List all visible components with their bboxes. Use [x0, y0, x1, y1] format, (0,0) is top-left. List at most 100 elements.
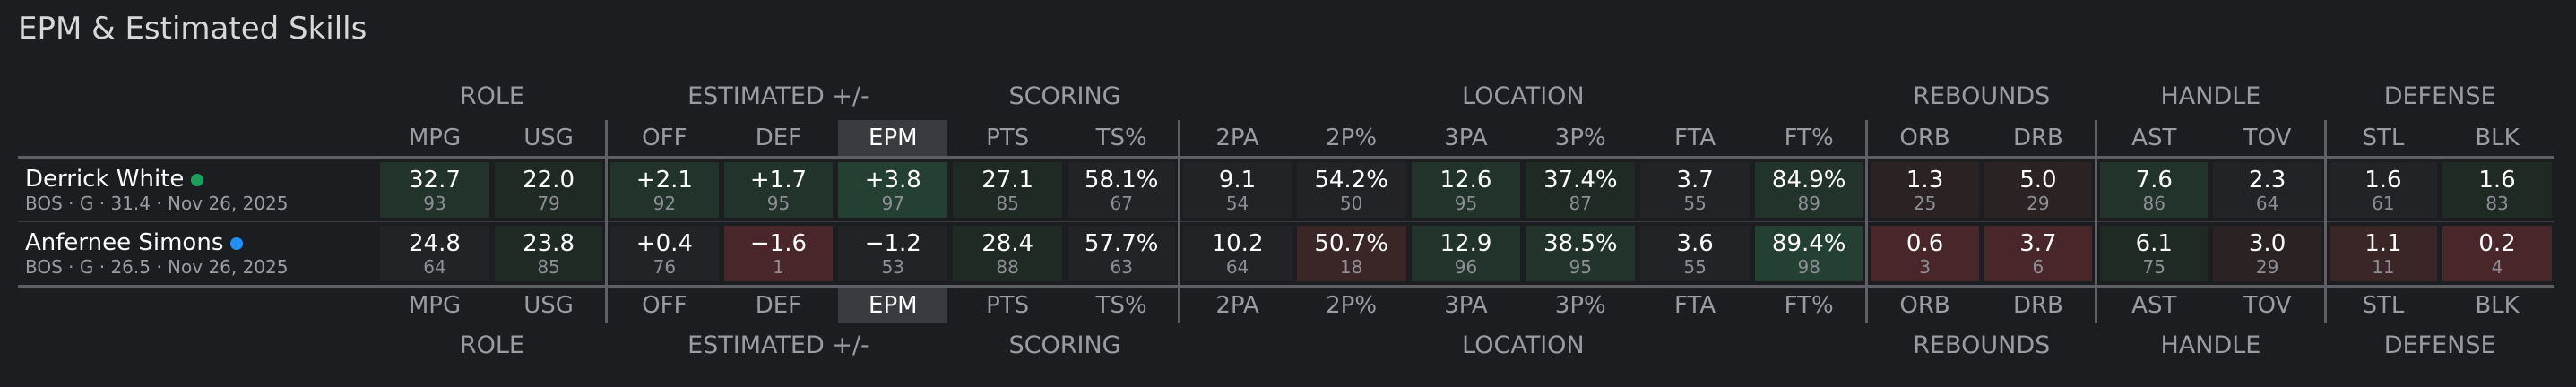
- col-usg[interactable]: USG: [491, 285, 607, 323]
- col-fta[interactable]: FTA: [1638, 285, 1753, 323]
- group-defense: DEFENSE: [2383, 331, 2496, 359]
- stat-cell-usg: 23.8 85: [492, 222, 607, 287]
- col-ft-pct[interactable]: FT%: [1752, 120, 1867, 159]
- stat-cell-mpg: 32.7 93: [377, 157, 492, 222]
- stat-cell-off: +0.4 76: [605, 221, 722, 287]
- player-color-dot-icon: [191, 173, 204, 186]
- stat-cell-def: −1.6 1: [722, 222, 836, 287]
- group-scoring: SCORING: [1008, 82, 1121, 110]
- group-header-row-bottom: ROLE ESTIMATED +/- SCORING LOCATION REBO…: [18, 323, 2554, 366]
- stat-cell-fta: 3.7 55: [1638, 157, 1753, 222]
- col-2p-pct[interactable]: 2P%: [1293, 120, 1409, 159]
- stat-cell-stl: 1.6 61: [2323, 157, 2441, 222]
- stat-cell-tov: 3.0 29: [2210, 222, 2325, 287]
- stat-cell-epm: +3.8 97: [835, 157, 951, 222]
- stat-cell-ft-pct: 89.4% 98: [1752, 222, 1867, 287]
- stat-cell-2p-pct: 54.2% 50: [1293, 157, 1409, 222]
- stat-cell-ft-pct: 84.9% 89: [1752, 157, 1867, 222]
- player-cell: Derrick White BOS · G · 31.4 · Nov 26, 2…: [18, 157, 378, 222]
- col-off[interactable]: OFF: [605, 120, 722, 159]
- stat-cell-3p-pct: 37.4% 87: [1523, 157, 1638, 222]
- group-rebounds: REBOUNDS: [1913, 331, 2051, 359]
- col-3pa[interactable]: 3PA: [1408, 285, 1524, 323]
- group-estimated: ESTIMATED +/-: [687, 331, 869, 359]
- col-3p-pct[interactable]: 3P%: [1523, 285, 1638, 323]
- stat-cell-pts: 28.4 88: [950, 222, 1065, 287]
- stat-cell-def: +1.7 95: [721, 157, 836, 222]
- col-orb[interactable]: ORB: [1865, 285, 1982, 323]
- stat-cell-drb: 5.0 29: [1981, 157, 2096, 222]
- group-handle: HANDLE: [2160, 82, 2261, 110]
- stat-cell-blk: 1.6 83: [2440, 157, 2554, 222]
- col-stl[interactable]: STL: [2323, 285, 2441, 323]
- col-ast[interactable]: AST: [2095, 285, 2211, 323]
- col-blk[interactable]: BLK: [2440, 120, 2554, 159]
- group-scoring: SCORING: [1008, 331, 1121, 359]
- group-header-row-top: ROLE ESTIMATED +/- SCORING LOCATION REBO…: [18, 72, 2554, 120]
- col-def[interactable]: DEF: [721, 120, 836, 159]
- stat-cell-pts: 27.1 85: [950, 157, 1066, 222]
- col-def[interactable]: DEF: [721, 285, 836, 323]
- stat-cell-fta: 3.6 55: [1638, 222, 1752, 287]
- table-row: Derrick White BOS · G · 31.4 · Nov 26, 2…: [18, 157, 2554, 222]
- stat-cell-ts: 57.7% 63: [1065, 222, 1180, 287]
- group-location: LOCATION: [1462, 82, 1585, 110]
- group-role: ROLE: [459, 331, 524, 359]
- col-usg[interactable]: USG: [491, 120, 607, 159]
- col-pts[interactable]: PTS: [950, 120, 1066, 159]
- col-2p-pct[interactable]: 2P%: [1293, 285, 1409, 323]
- col-fta[interactable]: FTA: [1638, 120, 1753, 159]
- col-mpg[interactable]: MPG: [377, 120, 492, 159]
- stat-cell-3pa: 12.9 96: [1409, 222, 1524, 287]
- stat-cell-orb: 0.6 3: [1865, 221, 1982, 287]
- col-drb[interactable]: DRB: [1981, 120, 2096, 159]
- player-color-dot-icon: [230, 236, 244, 250]
- col-pts[interactable]: PTS: [950, 285, 1066, 323]
- col-2pa[interactable]: 2PA: [1178, 120, 1294, 159]
- stat-cell-stl: 1.1 11: [2323, 221, 2441, 287]
- stat-cell-mpg: 24.8 64: [377, 222, 492, 287]
- panel-title: EPM & Estimated Skills: [18, 11, 367, 47]
- col-2pa[interactable]: 2PA: [1178, 285, 1294, 323]
- stat-cell-ast: 6.1 75: [2095, 221, 2211, 287]
- table-row: Anfernee Simons BOS · G · 26.5 · Nov 26,…: [18, 221, 2554, 287]
- col-epm[interactable]: EPM: [835, 120, 951, 159]
- col-ast[interactable]: AST: [2095, 120, 2211, 159]
- col-ts[interactable]: TS%: [1065, 285, 1180, 323]
- player-cell: Anfernee Simons BOS · G · 26.5 · Nov 26,…: [18, 222, 377, 287]
- col-stl[interactable]: STL: [2323, 120, 2441, 159]
- col-off[interactable]: OFF: [605, 285, 722, 323]
- col-drb[interactable]: DRB: [1981, 285, 2096, 323]
- stat-cell-2pa: 10.2 64: [1178, 221, 1294, 287]
- stat-cell-drb: 3.7 6: [1982, 222, 2096, 287]
- player-meta: BOS · G · 26.5 · Nov 26, 2025: [25, 256, 289, 278]
- column-header-row-bottom: MPG USG OFF DEF EPM PTS TS% 2PA 2P% 3PA …: [18, 285, 2554, 323]
- group-defense: DEFENSE: [2383, 82, 2496, 110]
- stat-cell-2pa: 9.1 54: [1178, 157, 1294, 222]
- stat-cell-3p-pct: 38.5% 95: [1523, 222, 1638, 287]
- col-ts[interactable]: TS%: [1065, 120, 1180, 159]
- col-3p-pct[interactable]: 3P%: [1523, 120, 1638, 159]
- col-tov[interactable]: TOV: [2210, 285, 2326, 323]
- group-role: ROLE: [459, 82, 524, 110]
- col-3pa[interactable]: 3PA: [1408, 120, 1524, 159]
- stat-cell-blk: 0.2 4: [2440, 222, 2554, 287]
- stat-cell-usg: 22.0 79: [491, 157, 607, 222]
- col-blk[interactable]: BLK: [2440, 285, 2554, 323]
- group-location: LOCATION: [1462, 331, 1585, 359]
- col-mpg[interactable]: MPG: [377, 285, 492, 323]
- col-epm[interactable]: EPM: [835, 285, 951, 323]
- stat-cell-2p-pct: 50.7% 18: [1294, 222, 1409, 287]
- col-orb[interactable]: ORB: [1865, 120, 1982, 159]
- group-rebounds: REBOUNDS: [1913, 82, 2051, 110]
- column-header-row-top: MPG USG OFF DEF EPM PTS TS% 2PA 2P% 3PA …: [18, 120, 2554, 159]
- skills-table: ROLE ESTIMATED +/- SCORING LOCATION REBO…: [18, 72, 2554, 366]
- player-meta: BOS · G · 31.4 · Nov 26, 2025: [25, 193, 289, 214]
- col-tov[interactable]: TOV: [2210, 120, 2326, 159]
- stat-cell-off: +2.1 92: [605, 157, 722, 222]
- player-name[interactable]: Derrick White: [25, 166, 185, 193]
- stat-cell-epm: −1.2 53: [835, 222, 950, 287]
- player-name[interactable]: Anfernee Simons: [25, 229, 224, 256]
- col-ft-pct[interactable]: FT%: [1752, 285, 1867, 323]
